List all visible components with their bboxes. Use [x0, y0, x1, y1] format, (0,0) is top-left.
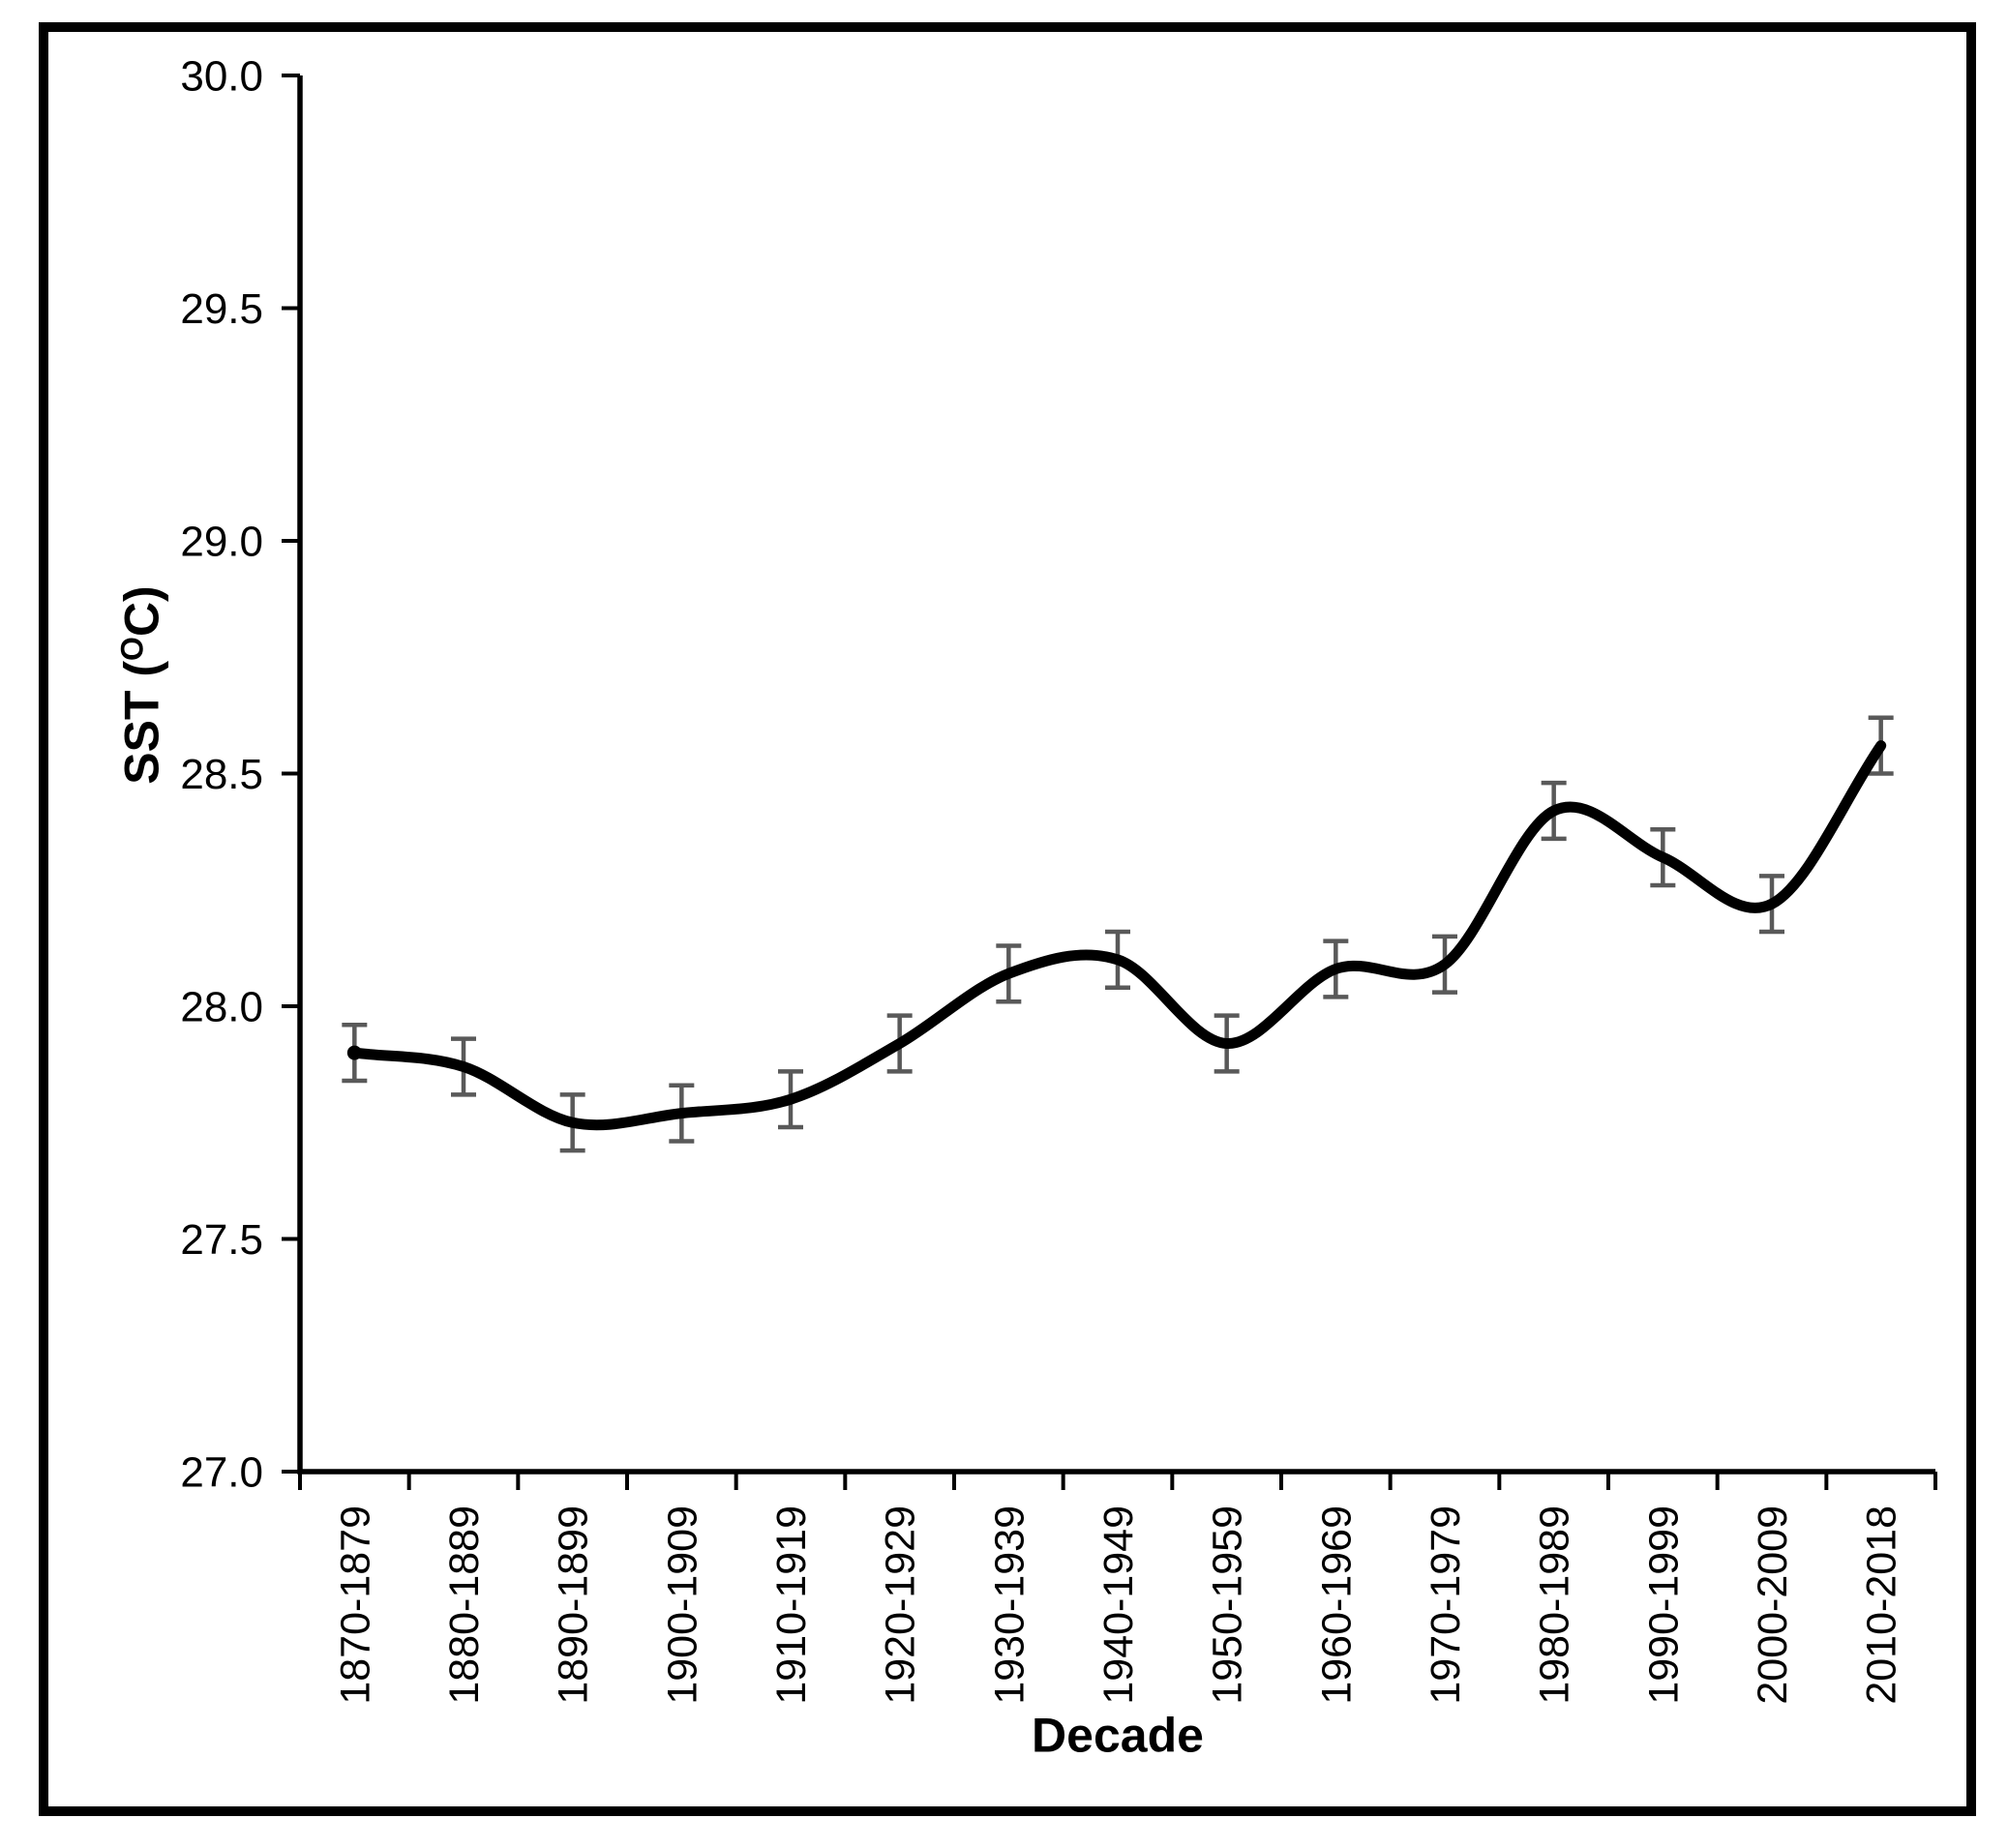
- y-axis-title: SST (OC): [115, 585, 169, 784]
- y-tick-label: 29.0: [180, 518, 263, 565]
- x-tick-label: 2010-2018: [1859, 1505, 1905, 1705]
- y-tick-label: 28.5: [180, 751, 263, 798]
- y-tick-label: 27.0: [180, 1448, 263, 1496]
- y-axis-title-post: C): [115, 585, 169, 637]
- x-tick-label: 1920-1929: [878, 1505, 924, 1705]
- y-tick-label: 29.5: [180, 285, 263, 333]
- x-tick-label: 2000-2009: [1750, 1505, 1796, 1705]
- x-tick-label: 1950-1959: [1205, 1505, 1251, 1705]
- y-tick-label: 28.0: [180, 983, 263, 1030]
- x-tick-label: 1930-1939: [986, 1505, 1033, 1705]
- y-axis-title-superscript: O: [115, 637, 150, 661]
- x-tick-label: 1970-1979: [1423, 1505, 1469, 1705]
- x-tick-label: 1870-1879: [332, 1505, 378, 1705]
- x-tick-label: 1940-1949: [1095, 1505, 1142, 1705]
- x-tick-label: 1900-1909: [659, 1505, 705, 1705]
- axis-lines: [297, 75, 1935, 1475]
- x-tick-label: 1980-1989: [1532, 1505, 1578, 1705]
- x-axis-title: Decade: [1032, 1709, 1204, 1763]
- y-axis-title-pre: SST (: [115, 661, 169, 785]
- x-tick-label: 1910-1919: [768, 1505, 815, 1705]
- x-tick-label: 1960-1969: [1313, 1505, 1360, 1705]
- x-tick-label: 1880-1889: [441, 1505, 488, 1705]
- sst-trend-line: [348, 740, 1887, 1131]
- plot-area: 30.0 29.5 29.0 28.5 28.0 27.5 27.0 1870-1879 188…: [180, 52, 1937, 1705]
- y-tick-label: 30.0: [180, 52, 263, 100]
- line-start-marker: [346, 1045, 362, 1060]
- x-tick-label: 1990-1999: [1640, 1505, 1687, 1705]
- y-tick-label: 27.5: [180, 1216, 263, 1264]
- figure-border: [39, 22, 1976, 1816]
- x-tick-label: 1890-1899: [551, 1505, 597, 1705]
